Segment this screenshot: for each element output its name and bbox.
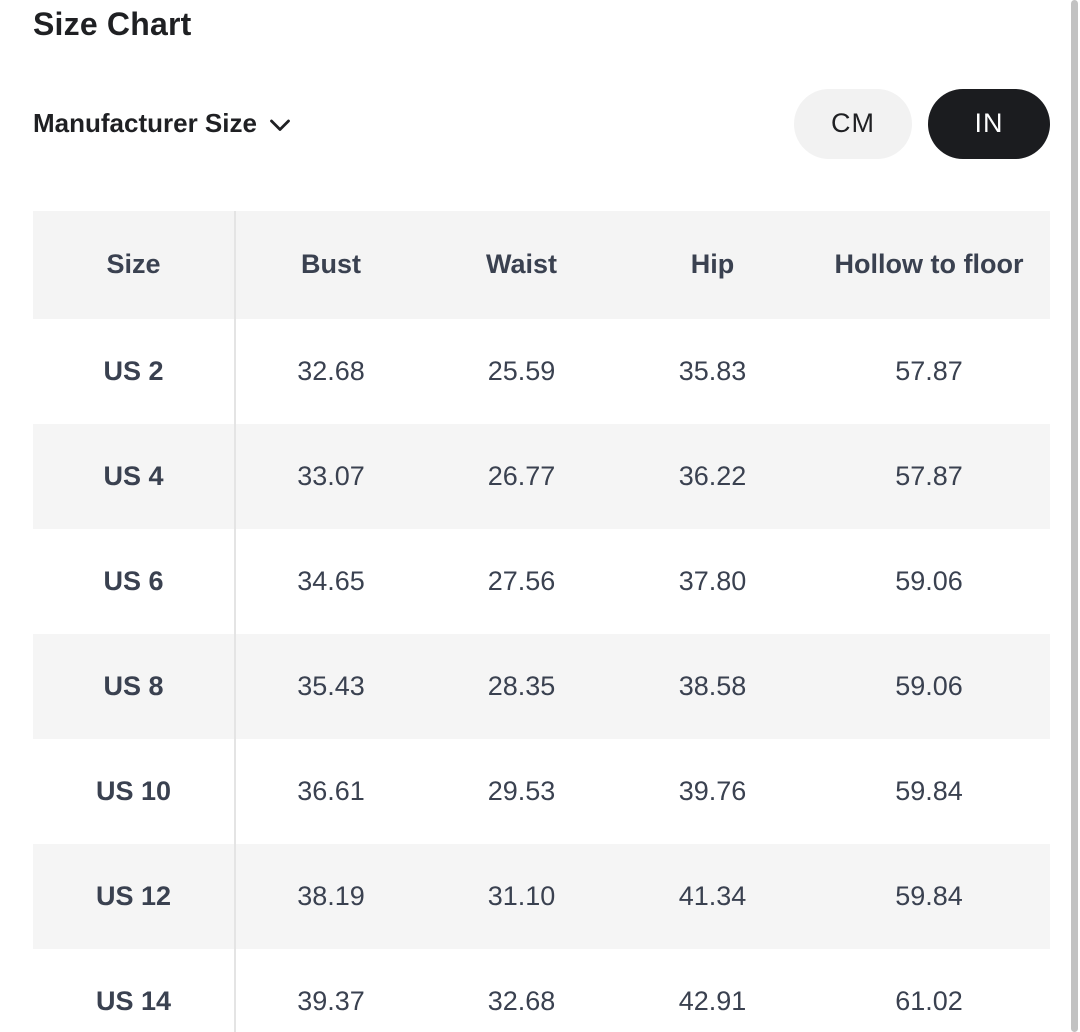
cm-button[interactable]: CM — [794, 88, 912, 159]
hollow-to-floor-value: 59.06 — [895, 670, 963, 701]
size-value: US 10 — [33, 738, 236, 844]
controls-row: Manufacturer Size CM IN — [33, 88, 1050, 159]
bust-value: 34.65 — [297, 565, 365, 596]
waist-value: 27.56 — [487, 565, 556, 596]
unit-toggle: CM IN — [794, 88, 1050, 159]
bust-value: 32.68 — [297, 355, 365, 386]
table-row: US 4 33.07 26.77 36.22 57.87 — [33, 423, 1050, 529]
table-row: US 10 36.61 29.53 39.76 59.84 — [33, 738, 1050, 844]
manufacturer-size-label: Manufacturer Size — [33, 108, 257, 139]
size-value: US 14 — [33, 948, 236, 1032]
table-row: US 12 38.19 31.10 41.34 59.84 — [33, 843, 1050, 949]
hollow-to-floor-value: 61.02 — [895, 985, 963, 1016]
bust-value: 33.07 — [297, 460, 365, 491]
waist-value: 28.35 — [487, 670, 556, 701]
page-title: Size Chart — [33, 6, 192, 42]
in-button[interactable]: IN — [928, 88, 1050, 159]
hip-value: 37.80 — [678, 565, 747, 596]
size-value: US 6 — [33, 528, 236, 634]
waist-value: 32.68 — [487, 985, 556, 1016]
bust-value: 38.19 — [297, 880, 365, 911]
bust-value: 39.37 — [297, 985, 365, 1016]
column-header-size: Size — [33, 210, 236, 319]
table-row: US 6 34.65 27.56 37.80 59.06 — [33, 528, 1050, 634]
column-header-waist: Waist — [426, 210, 617, 319]
scrollbar[interactable] — [1071, 0, 1078, 1032]
column-header-bust: Bust — [235, 210, 426, 319]
size-value: US 8 — [33, 633, 236, 739]
column-header-hollow-to-floor: Hollow to floor — [808, 210, 1050, 319]
hip-value: 38.58 — [678, 670, 747, 701]
hollow-to-floor-value: 59.84 — [895, 880, 963, 911]
size-value: US 4 — [33, 423, 236, 529]
hip-value: 39.76 — [678, 775, 747, 806]
hollow-to-floor-value: 57.87 — [895, 355, 963, 386]
size-value: US 12 — [33, 843, 236, 949]
size-chart-table: Size Bust Waist Hip Hollow to floor US 2… — [33, 210, 1051, 1032]
table-row: US 8 35.43 28.35 38.58 59.06 — [33, 633, 1050, 739]
table-row: US 2 32.68 25.59 35.83 57.87 — [33, 318, 1050, 424]
size-value: US 2 — [33, 318, 236, 424]
waist-value: 26.77 — [487, 460, 556, 491]
column-header-hip: Hip — [617, 210, 808, 319]
hollow-to-floor-value: 57.87 — [895, 460, 963, 491]
table-header-row: Size Bust Waist Hip Hollow to floor — [33, 210, 1050, 319]
hip-value: 36.22 — [678, 460, 747, 491]
bust-value: 36.61 — [297, 775, 365, 806]
hip-value: 42.91 — [678, 985, 747, 1016]
table-row: US 14 39.37 32.68 42.91 61.02 — [33, 948, 1050, 1032]
manufacturer-size-dropdown[interactable]: Manufacturer Size — [33, 108, 291, 139]
hip-value: 35.83 — [678, 355, 747, 386]
waist-value: 31.10 — [487, 880, 556, 911]
hollow-to-floor-value: 59.06 — [895, 565, 963, 596]
hip-value: 41.34 — [678, 880, 747, 911]
chevron-down-icon — [269, 119, 291, 133]
bust-value: 35.43 — [297, 670, 365, 701]
hollow-to-floor-value: 59.84 — [895, 775, 963, 806]
waist-value: 29.53 — [487, 775, 556, 806]
waist-value: 25.59 — [487, 355, 556, 386]
